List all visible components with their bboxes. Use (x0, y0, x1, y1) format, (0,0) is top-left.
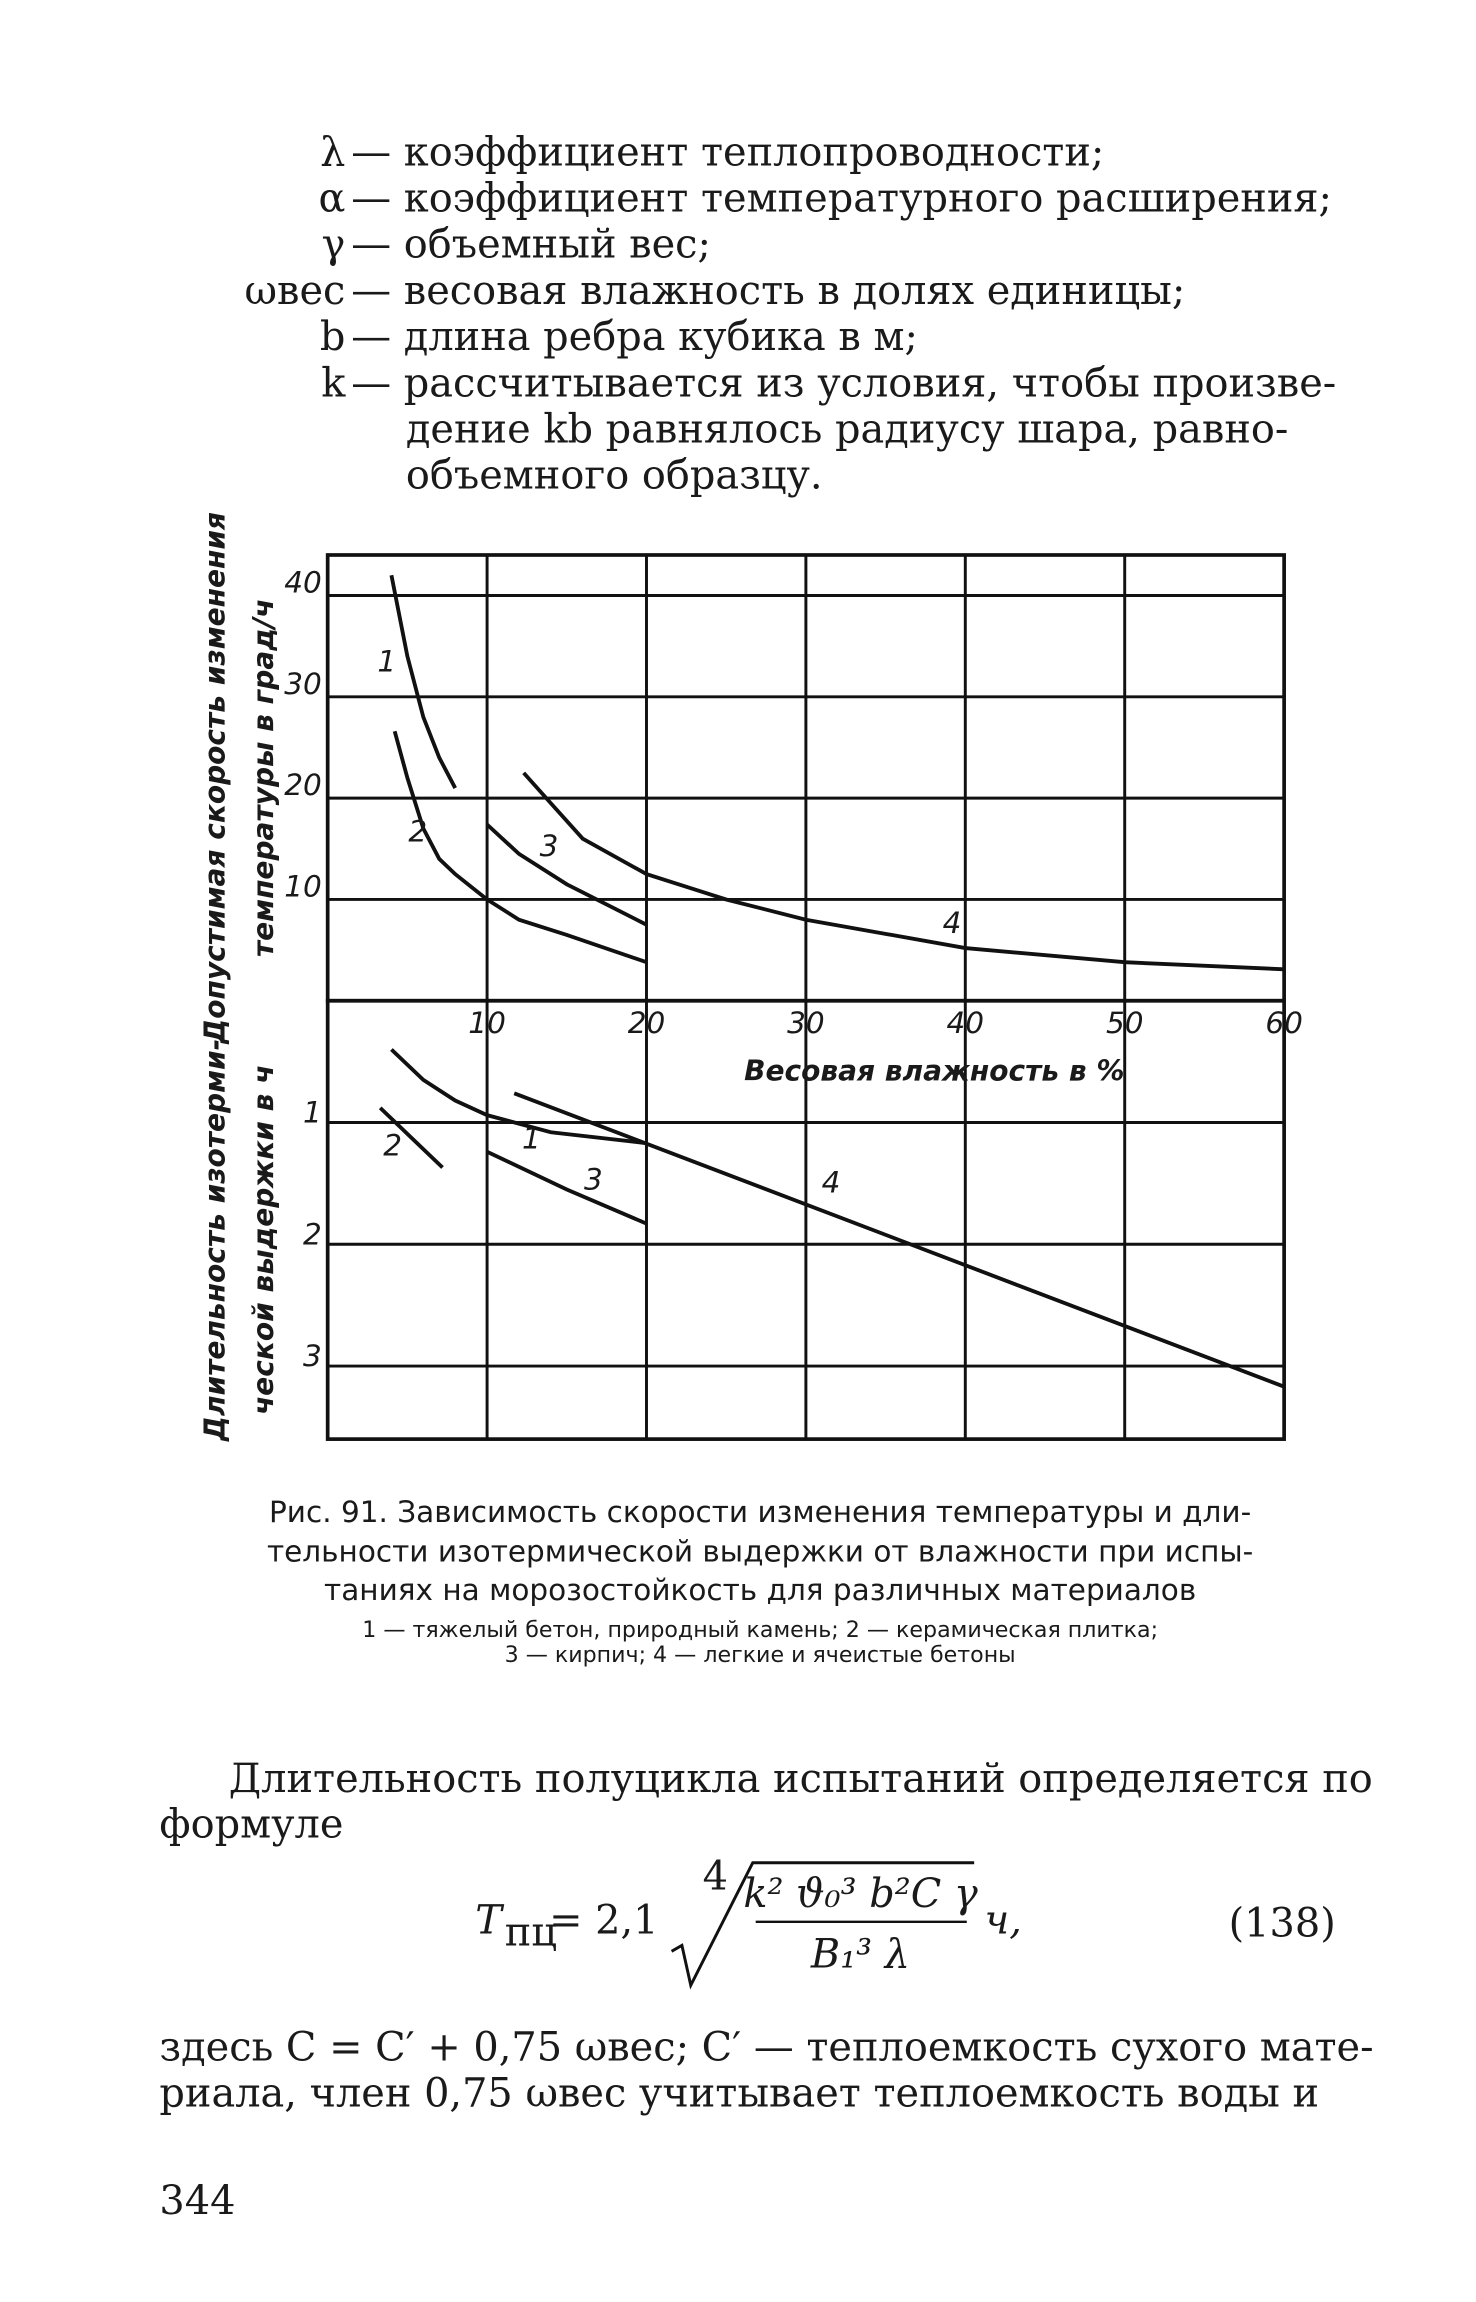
definition: — весовая влажность в долях единицы; (351, 268, 1185, 314)
definition-line: дение kb равнялось радиусу шара, равно- (406, 407, 1288, 453)
symbol: γ (322, 222, 346, 268)
curve-label: 1 (377, 645, 396, 679)
symbol: λ (320, 129, 345, 175)
x-tick-label: 10 (468, 1006, 506, 1040)
curve-label: 2 (383, 1129, 402, 1163)
caption-line: Рис. 91. Зависимость скорости изменения … (269, 1495, 1251, 1529)
y-tick-label: 10 (284, 869, 322, 903)
y-tick-label: 1 (303, 1096, 322, 1130)
y-axis-label: ческой выдержки в ч (247, 1065, 280, 1415)
formula-number: (138) (1229, 1901, 1336, 1947)
paragraph-line: Длительность полуцикла испытаний определ… (229, 1756, 1373, 1802)
definition: — рассчитывается из условия, чтобы произ… (351, 360, 1336, 406)
definition-line: объемного образцу. (406, 453, 823, 499)
curve (486, 1150, 648, 1226)
caption-line: тельности изотермической выдержки от вла… (267, 1535, 1253, 1569)
formula-unit: ч, (984, 1898, 1021, 1944)
curve (389, 574, 457, 789)
curve-label: 3 (584, 1163, 603, 1197)
curve (485, 823, 648, 927)
y-axis-label: Длительность изотерми- (198, 1039, 231, 1442)
curve (513, 1091, 1285, 1389)
y-tick-label: 2 (303, 1217, 322, 1251)
y-tick-label: 40 (284, 566, 322, 600)
symbol: b (320, 314, 346, 360)
curve (378, 1106, 444, 1169)
formula-lhs: T (475, 1898, 504, 1944)
paragraph-line: риала, член 0,75 ωвес учитывает теплоемк… (159, 2070, 1319, 2116)
x-tick-label: 50 (1106, 1006, 1144, 1040)
symbol: α (318, 176, 345, 222)
definition: — коэффициент температурного расширения; (351, 176, 1332, 222)
y-tick-label: 20 (284, 768, 322, 802)
symbol: k (321, 360, 346, 406)
curve-label: 1 (522, 1121, 541, 1155)
x-tick-label: 20 (628, 1006, 666, 1040)
y-tick-label: 30 (284, 667, 322, 701)
definition: — коэффициент теплопроводности; (351, 129, 1104, 175)
formula-numerator: k² ϑ₀³ b²C γ (743, 1871, 978, 1917)
curve-label: 4 (822, 1166, 841, 1200)
x-tick-label: 60 (1265, 1006, 1303, 1040)
x-tick-label: 40 (947, 1006, 985, 1040)
formula-denominator: B₁³ λ (810, 1932, 910, 1978)
curve-label: 4 (943, 906, 962, 940)
formula-root-index: 4 (703, 1853, 728, 1899)
symbol: ωвес (245, 268, 346, 314)
y-axis-label: Допустимая скорость изменения (198, 512, 231, 1045)
formula-coef: = 2,1 (549, 1898, 658, 1944)
curve (390, 1048, 647, 1146)
curve (392, 730, 648, 965)
curve (522, 771, 1285, 972)
formula-sub: пц (505, 1909, 557, 1955)
definition: — объемный вес; (351, 222, 711, 268)
caption-legend: 3 — кирпич; 4 — легкие и ячеистые бетоны (505, 1642, 1016, 1668)
x-axis-label: Весовая влажность в % (744, 1054, 1124, 1087)
y-tick-label: 3 (303, 1339, 322, 1373)
curve-label: 2 (408, 814, 427, 848)
y-axis-label: температуры в град/ч (247, 599, 280, 957)
paragraph-line: формуле (159, 1802, 343, 1848)
x-tick-label: 30 (787, 1006, 825, 1040)
root-sign (670, 1861, 975, 1990)
paragraph-line: здесь C = C′ + 0,75 ωвес; C′ — теплоемко… (159, 2025, 1373, 2071)
curve-label: 3 (540, 829, 559, 863)
page-number: 344 (159, 2178, 235, 2224)
caption-line: таниях на морозостойкость для различных … (324, 1573, 1196, 1607)
caption-legend: 1 — тяжелый бетон, природный камень; 2 —… (362, 1617, 1158, 1643)
definition: — длина ребра кубика в м; (351, 314, 918, 360)
